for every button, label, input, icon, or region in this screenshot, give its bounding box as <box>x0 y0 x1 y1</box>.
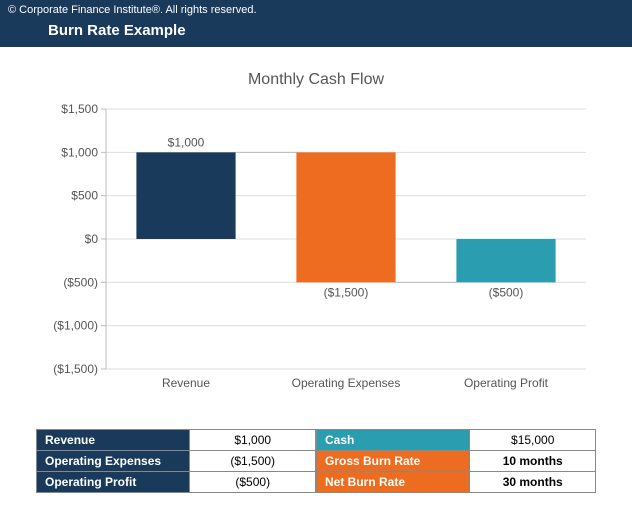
table-left: Revenue$1,000Operating Expenses($1,500)O… <box>36 429 316 493</box>
row-label: Cash <box>317 430 470 451</box>
category-label: Operating Profit <box>464 376 549 390</box>
waterfall-chart: $1,500 $1,000 $500 $0 ($500) ($1,000) ($1,500)… <box>36 99 596 399</box>
copyright-text: © Corporate Finance Institute®. All righ… <box>8 4 624 16</box>
table-row: Operating Profit($500) <box>37 472 316 493</box>
page-title: Burn Rate Example <box>48 22 624 39</box>
y-tick-label: $500 <box>71 189 98 203</box>
chart-area: Monthly Cash Flow $1,500 $1,000 $500 $0 ($50… <box>0 47 632 399</box>
row-value: 10 months <box>470 451 596 472</box>
bar-value-label: ($1,500) <box>324 285 369 299</box>
row-value: $1,000 <box>190 430 316 451</box>
y-tick-label: $1,000 <box>61 145 98 159</box>
table-row: Operating Expenses($1,500) <box>37 451 316 472</box>
row-value: ($1,500) <box>190 451 316 472</box>
table-row: Cash$15,000 <box>317 430 596 451</box>
y-tick-label: ($1,500) <box>53 362 98 376</box>
row-value: ($500) <box>190 472 316 493</box>
category-label: Revenue <box>162 376 210 390</box>
row-label: Revenue <box>37 430 190 451</box>
table-row: Gross Burn Rate10 months <box>317 451 596 472</box>
row-value: 30 months <box>470 472 596 493</box>
y-tick-label: ($500) <box>63 275 98 289</box>
table-right: Cash$15,000Gross Burn Rate10 monthsNet B… <box>316 429 596 493</box>
header-bar: © Corporate Finance Institute®. All righ… <box>0 0 632 47</box>
row-label: Operating Expenses <box>37 451 190 472</box>
bar-value-label: $1,000 <box>168 135 205 149</box>
row-label: Operating Profit <box>37 472 190 493</box>
category-label: Operating Expenses <box>292 376 401 390</box>
table-row: Revenue$1,000 <box>37 430 316 451</box>
row-value: $15,000 <box>470 430 596 451</box>
bar <box>456 239 555 282</box>
row-label: Gross Burn Rate <box>317 451 470 472</box>
row-label: Net Burn Rate <box>317 472 470 493</box>
y-tick-label: $1,500 <box>61 102 98 116</box>
y-tick-label: $0 <box>85 232 99 246</box>
bar <box>136 152 235 239</box>
chart-title: Monthly Cash Flow <box>20 71 612 89</box>
summary-tables: Revenue$1,000Operating Expenses($1,500)O… <box>36 429 596 493</box>
bar-value-label: ($500) <box>489 285 524 299</box>
bar <box>296 152 395 282</box>
y-tick-label: ($1,000) <box>53 319 98 333</box>
table-row: Net Burn Rate30 months <box>317 472 596 493</box>
